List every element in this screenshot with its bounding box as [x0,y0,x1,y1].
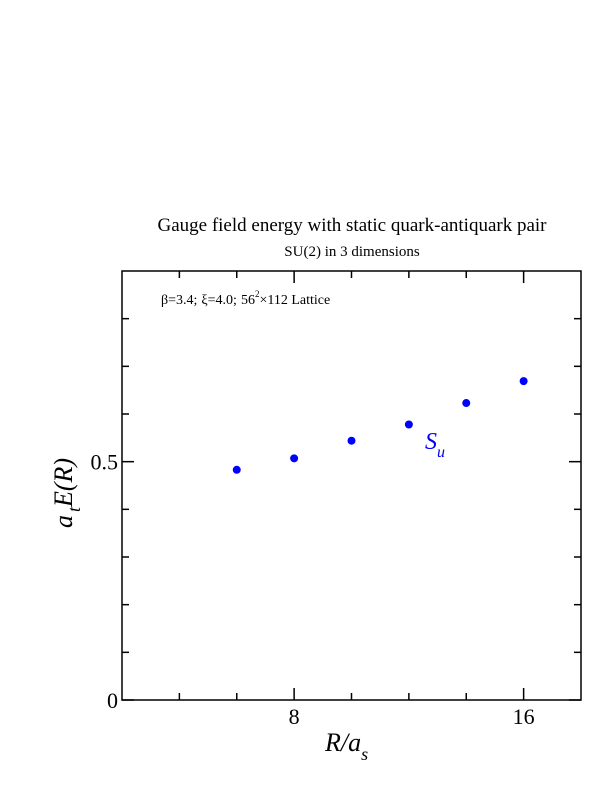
parameter-annotation: β=3.4; ξ=4.0; 562×112 Lattice [161,289,330,308]
data-point [519,377,528,386]
y-tick-label: 0.5 [91,450,119,475]
data-point [462,399,471,408]
y-axis-label: atE(R) [49,458,84,528]
data-point [404,420,413,429]
x-tick-label: 8 [289,704,300,729]
y-tick-label: 0 [107,688,118,713]
x-axis-label: R/as [324,728,368,764]
series-label-su: Su [425,429,445,461]
axis-tick-labels: 8 16 0 0.5 [91,450,535,729]
chart-subtitle: SU(2) in 3 dimensions [284,244,420,260]
chart-title: Gauge field energy with static quark-ant… [157,215,547,236]
data-point [232,465,241,474]
data-point [290,454,299,463]
x-tick-label: 16 [513,704,535,729]
data-points [232,377,528,474]
axis-ticks [122,271,581,701]
data-point [347,436,356,445]
plot-frame [121,270,582,701]
